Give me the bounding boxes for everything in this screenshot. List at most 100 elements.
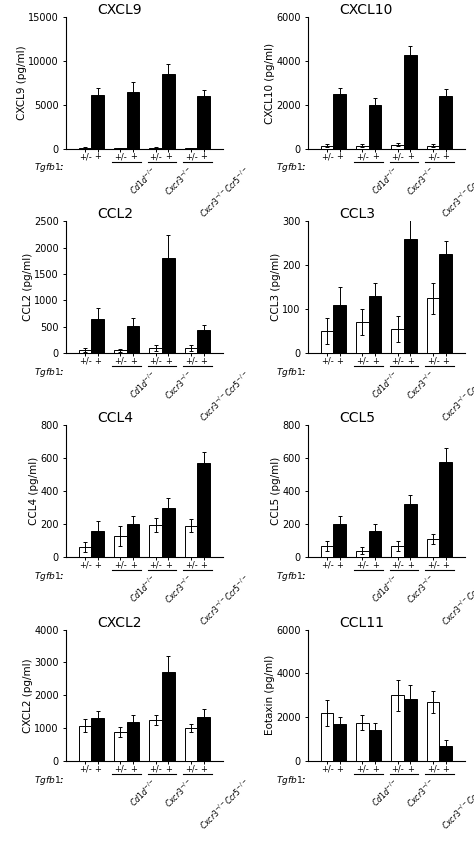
- Bar: [114, 148, 127, 149]
- Bar: [198, 96, 210, 149]
- Bar: [91, 319, 104, 353]
- Text: CCL3: CCL3: [339, 208, 375, 221]
- Bar: [79, 726, 91, 761]
- Text: $\mathit{Tgfb1}$:: $\mathit{Tgfb1}$:: [276, 162, 307, 175]
- Bar: [162, 259, 175, 353]
- Y-axis label: Eotaxin (pg/ml): Eotaxin (pg/ml): [264, 656, 275, 735]
- Bar: [114, 535, 127, 557]
- Bar: [127, 325, 139, 353]
- Bar: [427, 298, 439, 353]
- Text: $\mathit{Tgfb1}$:: $\mathit{Tgfb1}$:: [34, 162, 65, 175]
- Bar: [149, 525, 162, 557]
- Bar: [333, 524, 346, 557]
- Text: $\mathit{Tgfb1}$:: $\mathit{Tgfb1}$:: [34, 773, 65, 786]
- Text: $\mathit{Cxcr3}^{-/-}$: $\mathit{Cxcr3}^{-/-}$: [404, 368, 438, 402]
- Bar: [392, 144, 404, 149]
- Bar: [356, 323, 369, 353]
- Bar: [333, 94, 346, 149]
- Text: $\mathit{Cxcr3}^{-/-}\mathit{Ccr5}^{-/-}$: $\mathit{Cxcr3}^{-/-}\mathit{Ccr5}^{-/-}…: [198, 368, 253, 424]
- Bar: [127, 721, 139, 761]
- Bar: [198, 717, 210, 761]
- Bar: [198, 330, 210, 353]
- Bar: [427, 702, 439, 761]
- Y-axis label: CXCL2 (pg/ml): CXCL2 (pg/ml): [23, 658, 33, 733]
- Bar: [127, 524, 139, 557]
- Bar: [439, 254, 452, 353]
- Text: $\mathit{Cd1d}^{-/-}$: $\mathit{Cd1d}^{-/-}$: [369, 573, 401, 605]
- Text: $\mathit{Cxcr3}^{-/-}\mathit{Ccr5}^{-/-}$: $\mathit{Cxcr3}^{-/-}\mathit{Ccr5}^{-/-}…: [198, 777, 253, 832]
- Text: $\mathit{Tgfb1}$:: $\mathit{Tgfb1}$:: [276, 570, 307, 583]
- Bar: [427, 539, 439, 557]
- Text: $\mathit{Tgfb1}$:: $\mathit{Tgfb1}$:: [276, 773, 307, 786]
- Text: $\mathit{Cxcr3}^{-/-}$: $\mathit{Cxcr3}^{-/-}$: [404, 573, 438, 606]
- Text: CXCL2: CXCL2: [98, 616, 142, 630]
- Bar: [369, 296, 382, 353]
- Text: $\mathit{Cd1d}^{-/-}$: $\mathit{Cd1d}^{-/-}$: [127, 164, 159, 197]
- Text: CCL2: CCL2: [98, 208, 134, 221]
- Text: $\mathit{Cxcr3}^{-/-}$: $\mathit{Cxcr3}^{-/-}$: [404, 164, 438, 198]
- Bar: [149, 348, 162, 353]
- Text: CCL4: CCL4: [98, 412, 134, 426]
- Bar: [321, 331, 333, 353]
- Text: $\mathit{Cxcr3}^{-/-}$: $\mathit{Cxcr3}^{-/-}$: [162, 573, 196, 606]
- Y-axis label: CCL5 (pg/ml): CCL5 (pg/ml): [271, 458, 281, 525]
- Bar: [91, 95, 104, 149]
- Bar: [79, 148, 91, 149]
- Bar: [404, 239, 417, 353]
- Bar: [185, 526, 198, 557]
- Bar: [356, 723, 369, 761]
- Bar: [162, 508, 175, 557]
- Bar: [127, 92, 139, 149]
- Bar: [185, 728, 198, 761]
- Bar: [333, 724, 346, 761]
- Text: $\mathit{Cd1d}^{-/-}$: $\mathit{Cd1d}^{-/-}$: [127, 368, 159, 400]
- Bar: [321, 713, 333, 761]
- Bar: [149, 148, 162, 149]
- Bar: [439, 96, 452, 149]
- Bar: [149, 720, 162, 761]
- Y-axis label: CXCL9 (pg/ml): CXCL9 (pg/ml): [17, 46, 27, 120]
- Bar: [369, 730, 382, 761]
- Text: $\mathit{Cxcr3}^{-/-}\mathit{Ccr5}^{-/-}$: $\mathit{Cxcr3}^{-/-}\mathit{Ccr5}^{-/-}…: [439, 368, 474, 424]
- Bar: [439, 462, 452, 557]
- Text: CXCL9: CXCL9: [98, 3, 142, 17]
- Text: $\mathit{Cd1d}^{-/-}$: $\mathit{Cd1d}^{-/-}$: [127, 573, 159, 605]
- Bar: [91, 718, 104, 761]
- Text: $\mathit{Cxcr3}^{-/-}\mathit{Ccr5}^{-/-}$: $\mathit{Cxcr3}^{-/-}\mathit{Ccr5}^{-/-}…: [439, 777, 474, 832]
- Bar: [114, 732, 127, 761]
- Text: $\mathit{Tgfb1}$:: $\mathit{Tgfb1}$:: [276, 366, 307, 379]
- Text: $\mathit{Tgfb1}$:: $\mathit{Tgfb1}$:: [34, 570, 65, 583]
- Text: $\mathit{Tgfb1}$:: $\mathit{Tgfb1}$:: [34, 366, 65, 379]
- Text: $\mathit{Cd1d}^{-/-}$: $\mathit{Cd1d}^{-/-}$: [127, 777, 159, 809]
- Y-axis label: CCL3 (pg/ml): CCL3 (pg/ml): [271, 253, 281, 321]
- Text: $\mathit{Cxcr3}^{-/-}$: $\mathit{Cxcr3}^{-/-}$: [162, 777, 196, 811]
- Bar: [114, 350, 127, 353]
- Bar: [369, 105, 382, 149]
- Text: $\mathit{Cxcr3}^{-/-}\mathit{Ccr5}^{-/-}$: $\mathit{Cxcr3}^{-/-}\mathit{Ccr5}^{-/-}…: [439, 164, 474, 220]
- Bar: [404, 504, 417, 557]
- Text: CCL5: CCL5: [339, 412, 375, 426]
- Bar: [392, 695, 404, 761]
- Bar: [198, 464, 210, 557]
- Text: $\mathit{Cxcr3}^{-/-}\mathit{Ccr5}^{-/-}$: $\mathit{Cxcr3}^{-/-}\mathit{Ccr5}^{-/-}…: [198, 573, 253, 628]
- Bar: [369, 531, 382, 557]
- Bar: [392, 329, 404, 353]
- Text: $\mathit{Cxcr3}^{-/-}\mathit{Ccr5}^{-/-}$: $\mathit{Cxcr3}^{-/-}\mathit{Ccr5}^{-/-}…: [198, 164, 253, 220]
- Text: $\mathit{Cxcr3}^{-/-}$: $\mathit{Cxcr3}^{-/-}$: [404, 777, 438, 811]
- Bar: [439, 746, 452, 761]
- Text: $\mathit{Cxcr3}^{-/-}$: $\mathit{Cxcr3}^{-/-}$: [162, 164, 196, 198]
- Bar: [162, 74, 175, 149]
- Text: CCL11: CCL11: [339, 616, 384, 630]
- Y-axis label: CCL4 (pg/ml): CCL4 (pg/ml): [29, 458, 39, 525]
- Text: $\mathit{Cxcr3}^{-/-}$: $\mathit{Cxcr3}^{-/-}$: [162, 368, 196, 402]
- Bar: [356, 145, 369, 149]
- Y-axis label: CCL2 (pg/ml): CCL2 (pg/ml): [23, 253, 33, 321]
- Bar: [404, 699, 417, 761]
- Y-axis label: CXCL10 (pg/ml): CXCL10 (pg/ml): [264, 42, 275, 124]
- Bar: [333, 304, 346, 353]
- Bar: [91, 531, 104, 557]
- Text: $\mathit{Cxcr3}^{-/-}\mathit{Ccr5}^{-/-}$: $\mathit{Cxcr3}^{-/-}\mathit{Ccr5}^{-/-}…: [439, 573, 474, 628]
- Bar: [356, 550, 369, 557]
- Bar: [427, 145, 439, 149]
- Bar: [185, 348, 198, 353]
